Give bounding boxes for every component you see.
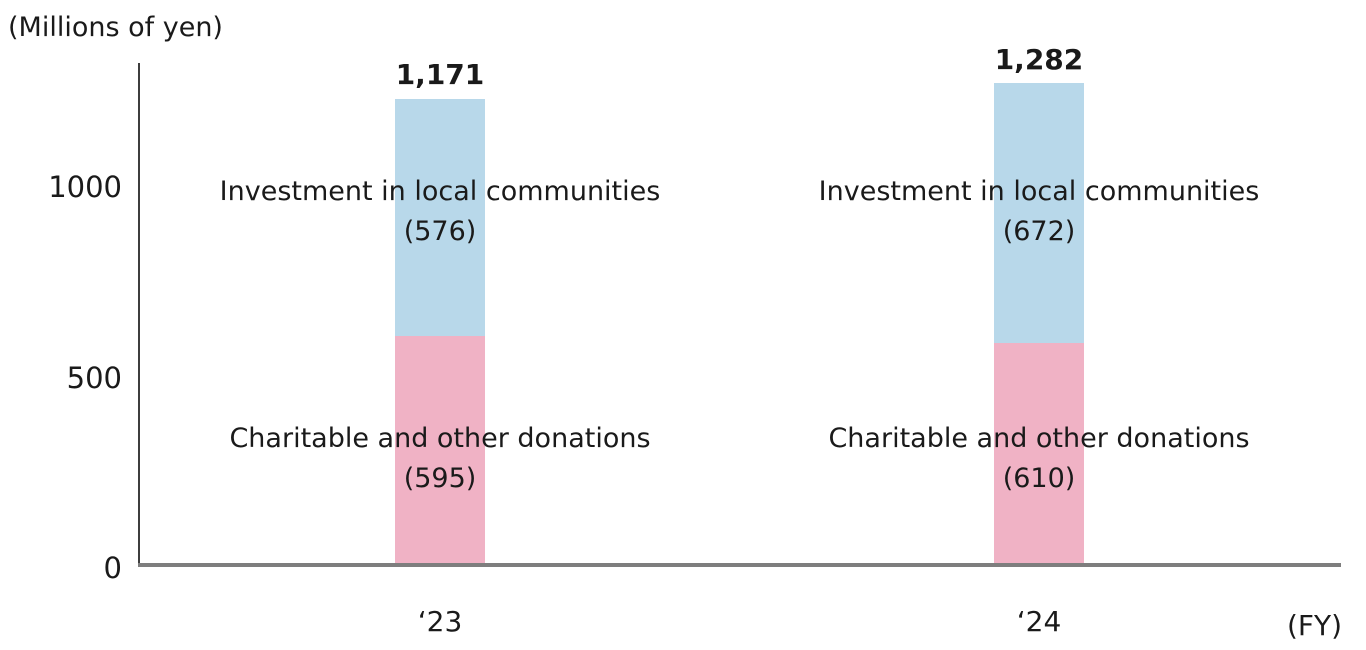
y-tick-500: 500 [66, 361, 122, 395]
bar-fy23-charitable-label: Charitable and other donations (595) [120, 419, 760, 499]
bar-fy23-investment-value: (576) [403, 216, 477, 247]
bar-fy24-charitable-value: (610) [1002, 463, 1076, 494]
x-tick-fy24: ‘24 [1016, 605, 1062, 638]
bar-fy23-investment-segment [395, 99, 485, 336]
bar-fy23-investment-label-text: Investment in local communities [219, 176, 661, 207]
bar-fy24-total-label: 1,282 [994, 43, 1084, 76]
bar-fy24-charitable-segment [994, 343, 1084, 563]
bar-fy24-investment-label-text: Investment in local communities [818, 176, 1260, 207]
bar-fy23-total-label: 1,171 [395, 58, 485, 91]
x-axis-fy-label: (FY) [1286, 609, 1342, 642]
bar-fy23-charitable-label-text: Charitable and other donations [229, 423, 651, 454]
bar-fy23-charitable-value: (595) [403, 463, 477, 494]
y-axis-unit-label: (Millions of yen) [8, 12, 223, 43]
y-tick-0: 0 [103, 551, 122, 585]
x-tick-fy23: ‘23 [417, 605, 463, 638]
bar-fy23-investment-label: Investment in local communities (576) [120, 172, 760, 252]
bar-fy24-investment-value: (672) [1002, 216, 1076, 247]
bar-fy24-investment-label: Investment in local communities (672) [719, 172, 1359, 252]
y-tick-1000: 1000 [48, 170, 122, 204]
y-axis-line [138, 63, 140, 564]
bar-fy24-investment-segment [994, 83, 1084, 343]
bar-fy23-charitable-segment [395, 336, 485, 563]
bar-fy24-charitable-label-text: Charitable and other donations [828, 423, 1250, 454]
x-axis-line [138, 563, 1341, 567]
bar-fy24-charitable-label: Charitable and other donations (610) [719, 419, 1359, 499]
